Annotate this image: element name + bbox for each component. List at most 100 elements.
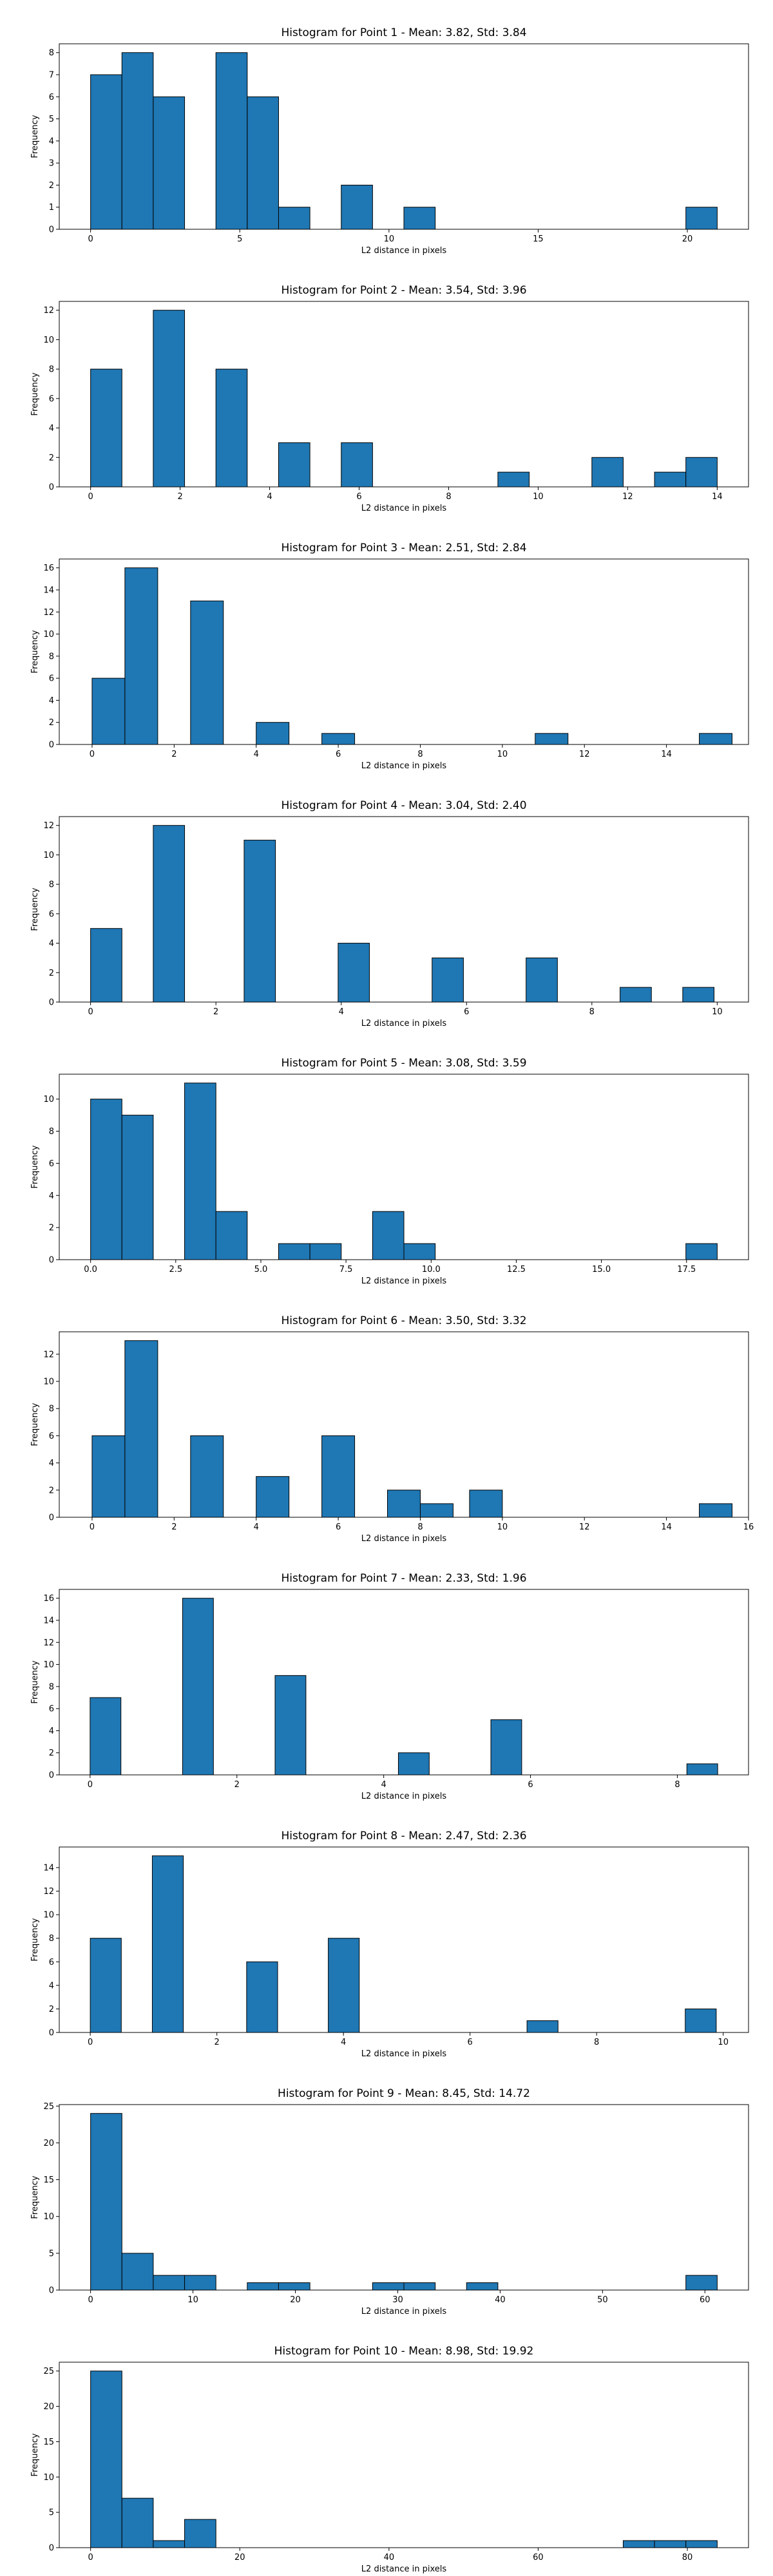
y-tick-label: 12 bbox=[43, 306, 54, 316]
x-tick-label: 4 bbox=[254, 1522, 259, 1532]
histogram-bar bbox=[321, 1435, 356, 1518]
histogram-bar bbox=[535, 733, 569, 745]
y-tick-label: 14 bbox=[43, 1864, 54, 1873]
histogram-bar bbox=[372, 2282, 405, 2291]
y-tick-label: 4 bbox=[49, 1191, 54, 1201]
x-tick-label: 2 bbox=[234, 1780, 240, 1790]
x-tick-label: 5 bbox=[237, 234, 242, 244]
histogram-bar bbox=[215, 1211, 248, 1260]
histogram-bar bbox=[90, 2371, 122, 2548]
axes-frame bbox=[59, 2362, 749, 2548]
y-tick-label: 6 bbox=[49, 674, 54, 684]
x-tick-label: 0 bbox=[88, 1780, 93, 1790]
y-tick-label: 0 bbox=[49, 2029, 54, 2038]
x-tick-label: 6 bbox=[528, 1780, 533, 1790]
histogram-bar bbox=[372, 1211, 405, 1260]
y-axis-label: Frequency bbox=[30, 2433, 40, 2476]
x-tick-label: 10 bbox=[718, 2038, 729, 2047]
x-tick-label: 15 bbox=[533, 234, 544, 244]
histogram-bar bbox=[153, 310, 186, 488]
x-tick-label: 60 bbox=[533, 2553, 544, 2562]
x-tick-label: 4 bbox=[339, 1007, 344, 1017]
y-tick-label: 4 bbox=[49, 424, 54, 433]
y-tick-label: 10 bbox=[43, 2473, 54, 2483]
y-tick-label: 6 bbox=[49, 394, 54, 404]
histogram-bar bbox=[243, 840, 276, 1003]
chart-title: Histogram for Point 8 - Mean: 2.47, Std:… bbox=[281, 1830, 526, 1842]
y-tick-label: 10 bbox=[43, 1660, 54, 1670]
histogram-bar bbox=[184, 2519, 216, 2548]
histogram-bar bbox=[685, 207, 718, 230]
histogram-bar bbox=[338, 943, 370, 1003]
histogram-bar bbox=[121, 2253, 154, 2291]
x-tick-label: 2 bbox=[171, 750, 177, 759]
x-tick-label: 10 bbox=[497, 750, 508, 759]
y-tick-label: 4 bbox=[49, 1981, 54, 1991]
histogram-bar bbox=[182, 1598, 214, 1776]
x-tick-label: 20 bbox=[682, 234, 693, 244]
histogram-bar bbox=[432, 957, 464, 1003]
x-tick-label: 0 bbox=[90, 750, 95, 759]
x-axis-label: L2 distance in pixels bbox=[361, 2049, 447, 2059]
y-tick-label: 6 bbox=[49, 93, 54, 102]
x-tick-label: 16 bbox=[743, 1522, 754, 1532]
histogram-bar bbox=[309, 1243, 342, 1260]
y-axis-label: Frequency bbox=[30, 1403, 40, 1446]
x-tick-label: 7.5 bbox=[339, 1265, 353, 1274]
y-tick-label: 12 bbox=[43, 821, 54, 831]
histogram-bar bbox=[654, 471, 687, 488]
histogram-bar bbox=[90, 1938, 122, 2033]
x-tick-label: 15.0 bbox=[592, 1265, 611, 1274]
axes-frame bbox=[59, 1589, 749, 1776]
histogram-bar bbox=[90, 1099, 122, 1260]
histogram-bar bbox=[526, 957, 558, 1003]
histogram-bar bbox=[90, 74, 122, 230]
chart-title: Histogram for Point 6 - Mean: 3.50, Std:… bbox=[281, 1314, 526, 1327]
x-axis-label: L2 distance in pixels bbox=[361, 2564, 447, 2574]
x-tick-label: 10.0 bbox=[422, 1265, 441, 1274]
x-tick-label: 14 bbox=[712, 492, 723, 502]
histogram-bar bbox=[121, 1115, 154, 1260]
histogram-bar bbox=[256, 1476, 290, 1518]
y-tick-label: 10 bbox=[43, 1911, 54, 1920]
y-axis-label: Frequency bbox=[30, 115, 40, 158]
chart-panel-1: 0 5 10 15 20 0 1 2 3 4 5 6 7 8 Histogram for Point 1 -… bbox=[30, 26, 749, 256]
histogram-bar bbox=[278, 2282, 310, 2291]
histogram-bar bbox=[90, 368, 122, 488]
histogram-bar bbox=[699, 733, 733, 745]
x-tick-label: 0.0 bbox=[84, 1265, 97, 1274]
y-tick-label: 16 bbox=[43, 564, 54, 573]
chart-title: Histogram for Point 3 - Mean: 2.51, Std:… bbox=[281, 542, 526, 554]
x-tick-label: 8 bbox=[589, 1007, 595, 1017]
x-tick-label: 20 bbox=[234, 2553, 245, 2562]
y-tick-label: 4 bbox=[49, 696, 54, 706]
histogram-bar bbox=[121, 2497, 154, 2548]
histogram-bar bbox=[190, 600, 224, 745]
x-tick-label: 0 bbox=[88, 2038, 93, 2047]
y-tick-label: 0 bbox=[49, 1256, 54, 1265]
x-axis-label: L2 distance in pixels bbox=[361, 1019, 447, 1028]
histogram-bar bbox=[685, 457, 718, 488]
y-tick-label: 8 bbox=[49, 652, 54, 661]
x-tick-label: 4 bbox=[267, 492, 272, 502]
y-tick-label: 4 bbox=[49, 137, 54, 146]
x-tick-label: 40 bbox=[384, 2553, 395, 2562]
histogram-bar bbox=[654, 2540, 687, 2548]
y-tick-label: 10 bbox=[43, 1378, 54, 1387]
chart-panel-4: 0 2 4 6 8 10 0 2 4 6 8 10 12 Histogram for Point 4 - … bbox=[30, 799, 749, 1028]
y-tick-label: 5 bbox=[49, 2249, 54, 2259]
y-tick-label: 2 bbox=[49, 718, 54, 728]
y-tick-label: 0 bbox=[49, 998, 54, 1008]
y-tick-label: 20 bbox=[43, 2139, 54, 2148]
histogram-bar bbox=[403, 1243, 436, 1260]
x-tick-label: 8 bbox=[594, 2038, 599, 2047]
histogram-bar bbox=[490, 1719, 522, 1776]
y-tick-label: 6 bbox=[49, 1958, 54, 1967]
x-tick-label: 12 bbox=[579, 750, 590, 759]
y-tick-label: 4 bbox=[49, 939, 54, 949]
x-tick-label: 8 bbox=[674, 1780, 680, 1790]
axes-frame bbox=[59, 301, 749, 488]
histogram-bar bbox=[256, 722, 290, 745]
x-tick-label: 6 bbox=[336, 750, 341, 759]
x-tick-label: 8 bbox=[417, 750, 423, 759]
